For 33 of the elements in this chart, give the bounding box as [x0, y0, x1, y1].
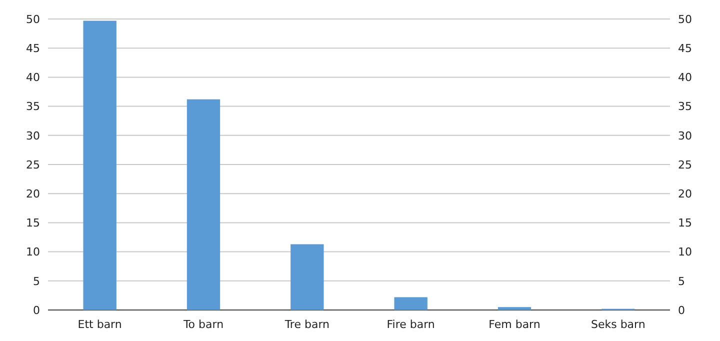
x-tick-label: Fire barn — [386, 318, 435, 331]
y2-tick-label: 0 — [678, 304, 685, 317]
y2-tick-label: 5 — [678, 274, 685, 288]
y-tick-label: 30 — [26, 129, 40, 142]
y-tick-label: 0 — [33, 304, 40, 317]
bar — [186, 99, 220, 310]
y-tick-label: 15 — [26, 216, 40, 230]
y2-tick-label: 35 — [678, 100, 692, 114]
bar — [498, 307, 532, 310]
bar — [394, 297, 428, 310]
x-tick-label: Seks barn — [590, 318, 646, 331]
y-tick-label: 40 — [26, 71, 40, 84]
y2-tick-label: 25 — [678, 158, 692, 172]
y-tick-label: 45 — [26, 42, 40, 55]
y2-tick-label: 20 — [678, 187, 692, 200]
y-tick-label: 50 — [26, 12, 40, 26]
y2-tick-label: 15 — [678, 216, 692, 230]
y-tick-label: 20 — [26, 187, 40, 200]
bar — [290, 244, 324, 310]
x-tick-label: Tre barn — [284, 318, 330, 331]
y2-tick-label: 10 — [678, 246, 692, 259]
bar — [83, 20, 116, 310]
y2-tick-label: 45 — [678, 42, 692, 55]
x-tick-label: Fem barn — [488, 318, 540, 331]
y-tick-label: 10 — [26, 246, 40, 259]
y2-tick-label: 30 — [678, 129, 692, 142]
x-tick-label: To barn — [182, 318, 224, 331]
y2-tick-label: 40 — [678, 71, 692, 84]
x-tick-label: Ett barn — [78, 318, 122, 331]
y-tick-label: 35 — [26, 100, 40, 114]
y-tick-label: 25 — [26, 158, 40, 172]
y2-tick-label: 50 — [678, 12, 692, 26]
y-tick-label: 5 — [33, 274, 40, 288]
